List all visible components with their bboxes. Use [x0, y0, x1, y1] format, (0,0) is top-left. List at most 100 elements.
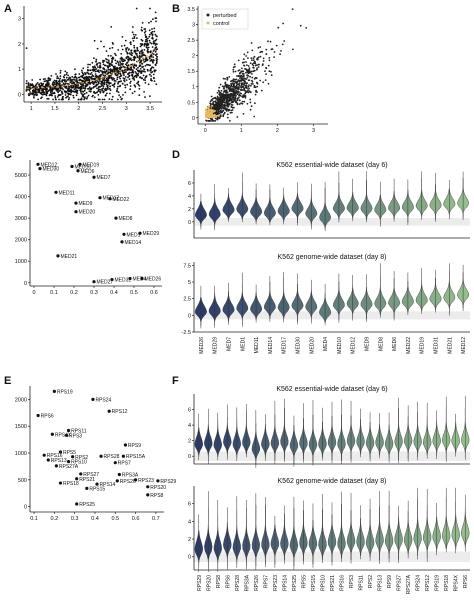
data-point [113, 461, 117, 465]
perturbed-point [225, 91, 228, 94]
data-point [145, 75, 147, 78]
data-point [123, 44, 126, 47]
perturbed-point [256, 57, 259, 59]
data-point [44, 85, 47, 87]
perturbed-point [211, 120, 213, 122]
x-category-label: RPS2 [368, 575, 374, 588]
data-point [101, 89, 104, 92]
perturbed-point [283, 40, 286, 42]
data-point [153, 27, 156, 30]
data-point [129, 85, 132, 87]
perturbed-point [218, 94, 221, 96]
data-point [108, 87, 111, 90]
data-point [131, 31, 134, 34]
panel-title: K562 genome-wide dataset (day 8) [278, 478, 387, 485]
data-point [155, 62, 158, 65]
data-point [151, 46, 154, 48]
point-label: MED11 [59, 190, 76, 196]
control-point [210, 104, 214, 107]
data-point [150, 42, 153, 45]
data-point [82, 94, 84, 96]
data-point [144, 79, 147, 82]
data-point [95, 60, 98, 63]
data-point [122, 232, 126, 236]
data-point [51, 83, 54, 86]
data-point [99, 80, 101, 82]
x-tick-label: 2 [77, 106, 80, 112]
perturbed-point [265, 67, 268, 70]
data-point [85, 91, 88, 94]
data-point [149, 55, 152, 57]
perturbed-point [226, 96, 229, 98]
perturbed-point [247, 65, 250, 67]
perturbed-point [215, 97, 218, 100]
data-point [136, 37, 138, 39]
x-tick-label: 1.5 [51, 106, 59, 112]
data-point [121, 97, 123, 100]
data-point [144, 30, 147, 33]
data-point [111, 64, 114, 67]
data-point [153, 40, 155, 42]
data-point [129, 80, 132, 83]
data-point [121, 48, 124, 51]
data-point [142, 59, 145, 61]
data-point [111, 95, 114, 98]
x-category-label: MED22 [406, 337, 412, 354]
y-tick-label: 2 [188, 207, 191, 213]
data-point [103, 82, 106, 84]
data-point [145, 35, 148, 38]
data-point [66, 83, 69, 85]
data-point [141, 77, 144, 80]
data-point [75, 85, 78, 87]
x-category-label: RPS26 [254, 575, 260, 591]
data-point [119, 67, 122, 69]
x-category-label: RPS27A [406, 574, 412, 594]
x-category-label: RPS3A [244, 574, 250, 591]
data-point [59, 75, 62, 78]
data-point [124, 63, 127, 66]
x-category-label: RPS29 [197, 575, 203, 591]
y-tick-label: 1.5 [187, 69, 195, 75]
x-category-label: RPS14 [282, 575, 288, 591]
data-point [94, 81, 96, 84]
perturbed-point [233, 82, 236, 84]
perturbed-point [242, 83, 245, 86]
data-point [106, 87, 109, 90]
data-point [84, 73, 87, 76]
data-point [141, 39, 144, 42]
perturbed-point [229, 88, 231, 91]
data-point [131, 52, 134, 55]
perturbed-point [234, 70, 237, 73]
perturbed-point [238, 84, 241, 87]
data-point [144, 34, 147, 36]
perturbed-point [237, 79, 240, 82]
data-point [151, 34, 154, 37]
data-point [108, 76, 111, 79]
perturbed-point [235, 78, 238, 81]
perturbed-point [231, 82, 234, 84]
data-point [121, 454, 125, 458]
data-point [40, 82, 42, 85]
data-point [75, 79, 77, 81]
data-point [110, 63, 112, 65]
perturbed-point [261, 50, 264, 53]
x-category-label: MED29 [213, 337, 219, 354]
perturbed-point [246, 70, 249, 73]
data-point [74, 73, 77, 76]
data-point [153, 69, 156, 72]
data-point [92, 82, 94, 85]
data-point [155, 35, 158, 37]
data-point [91, 74, 94, 76]
x-tick-label: 0.5 [130, 290, 138, 296]
point-label: RPS14 [100, 482, 116, 488]
data-point [139, 52, 141, 55]
data-point [65, 96, 67, 99]
legend-marker [206, 21, 210, 25]
data-point [56, 254, 60, 258]
perturbed-point [222, 100, 224, 103]
y-tick-label: 6 [188, 502, 191, 508]
data-point [55, 98, 57, 101]
data-point [122, 72, 125, 75]
data-point [97, 90, 100, 92]
control-point [212, 114, 215, 117]
